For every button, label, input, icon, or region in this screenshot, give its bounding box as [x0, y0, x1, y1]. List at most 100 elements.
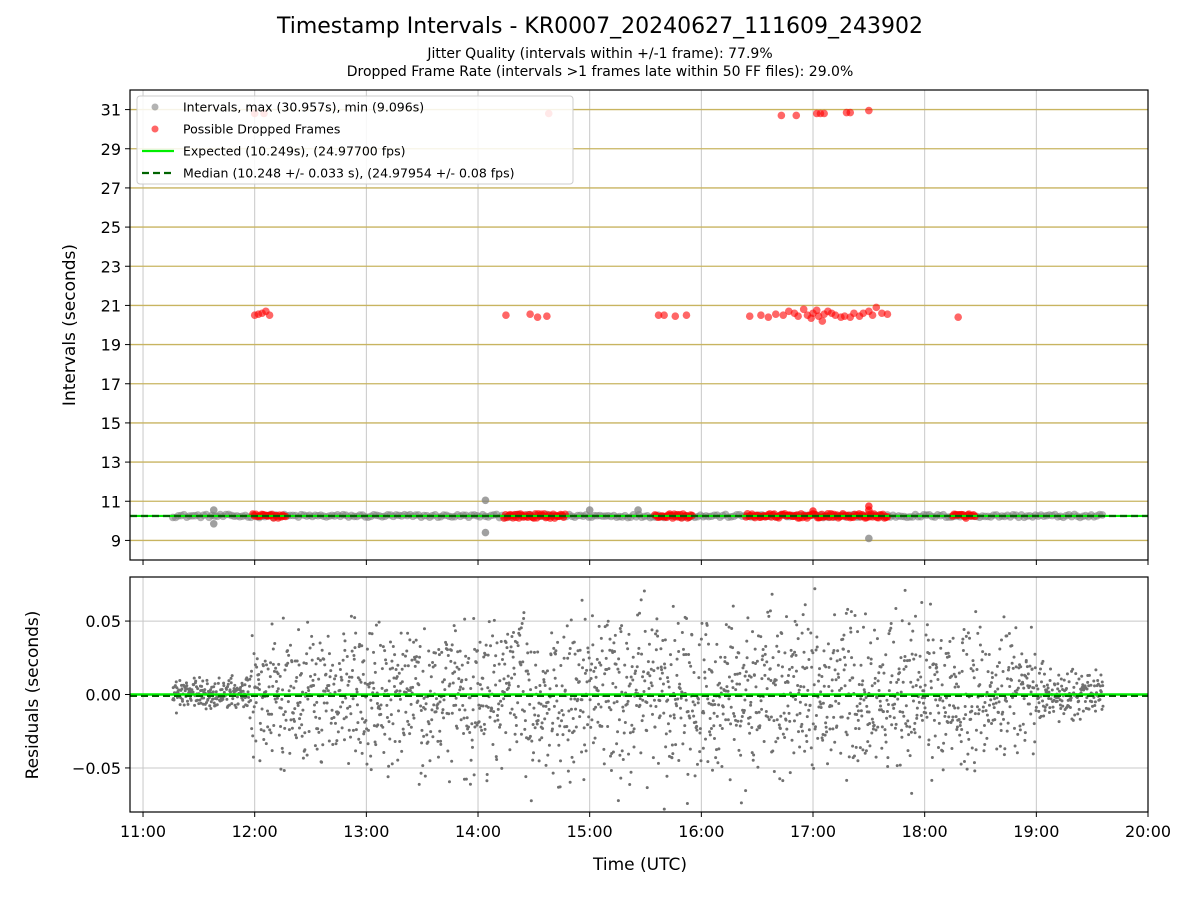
- residual-point: [1025, 676, 1029, 680]
- residual-point: [751, 758, 755, 762]
- legend: Intervals, max (30.957s), min (9.096s)Po…: [136, 95, 574, 185]
- residual-point: [785, 615, 789, 619]
- residual-point: [747, 722, 751, 726]
- residual-point: [560, 684, 564, 688]
- residual-point: [191, 690, 195, 694]
- residual-point: [815, 645, 819, 649]
- residual-point: [749, 675, 753, 679]
- residual-point: [550, 727, 554, 731]
- residual-point: [971, 659, 975, 663]
- residual-point: [869, 662, 873, 666]
- residual-point: [950, 674, 954, 678]
- residual-point: [386, 775, 390, 779]
- residual-point: [583, 671, 587, 675]
- residual-point: [516, 644, 520, 648]
- residual-point: [909, 680, 913, 684]
- residual-point: [476, 682, 480, 686]
- residual-point: [591, 643, 595, 647]
- residual-point: [1012, 726, 1016, 730]
- residual-point: [870, 731, 874, 735]
- residual-point: [222, 681, 226, 685]
- residual-point: [919, 714, 923, 718]
- residual-point: [300, 723, 304, 727]
- residual-point: [934, 698, 938, 702]
- residual-point: [270, 749, 274, 753]
- residual-point: [287, 728, 291, 732]
- residual-point: [563, 688, 567, 692]
- x-tick-label: 11:00: [120, 822, 166, 841]
- residual-point: [467, 656, 471, 660]
- residual-point: [259, 670, 263, 674]
- residual-point: [529, 799, 533, 803]
- residual-point: [306, 620, 310, 624]
- residual-point: [675, 673, 679, 677]
- residual-point: [387, 764, 391, 768]
- residual-point: [413, 664, 417, 668]
- residual-point: [499, 699, 503, 703]
- residual-point: [923, 706, 927, 710]
- residual-point: [994, 673, 998, 677]
- residual-point: [1039, 680, 1043, 684]
- residual-point: [944, 711, 948, 715]
- residual-point: [742, 708, 746, 712]
- residual-point: [303, 748, 307, 752]
- residual-point: [414, 638, 418, 642]
- residual-point: [955, 682, 959, 686]
- residual-point: [796, 684, 800, 688]
- legend-box: [136, 95, 574, 185]
- interval-outlier-point: [865, 534, 873, 543]
- residual-point: [1025, 665, 1029, 669]
- residual-point: [912, 727, 916, 731]
- residual-point: [652, 669, 656, 673]
- residual-point: [506, 686, 510, 690]
- residual-point: [562, 635, 566, 639]
- residual-point: [498, 723, 502, 727]
- residual-point: [748, 731, 752, 735]
- residual-point: [281, 688, 285, 692]
- residual-point: [478, 683, 482, 687]
- residual-point: [752, 753, 756, 757]
- residual-point: [490, 707, 494, 711]
- residual-point: [204, 701, 208, 705]
- residual-point: [1058, 703, 1062, 707]
- residual-point: [274, 700, 278, 704]
- residual-point: [819, 690, 823, 694]
- residual-point: [570, 755, 574, 759]
- residual-point: [1036, 696, 1040, 700]
- residual-point: [447, 712, 451, 716]
- residual-point: [342, 738, 346, 742]
- residual-point: [734, 718, 738, 722]
- residual-point: [875, 696, 879, 700]
- residual-point: [383, 732, 387, 736]
- residual-point: [320, 760, 324, 764]
- residual-point: [567, 652, 571, 656]
- residual-point: [260, 707, 264, 711]
- residual-point: [658, 677, 662, 681]
- residual-point: [1014, 665, 1018, 669]
- residual-point: [760, 707, 764, 711]
- residual-point: [1011, 666, 1015, 670]
- residual-point: [526, 672, 530, 676]
- residual-point: [780, 665, 784, 669]
- residual-point: [621, 705, 625, 709]
- residual-point: [822, 684, 826, 688]
- residual-point: [962, 759, 966, 763]
- residual-point: [878, 699, 882, 703]
- residual-point: [802, 685, 806, 689]
- residual-point: [923, 696, 927, 700]
- residual-point: [382, 750, 386, 754]
- dropped-frame-point: [954, 313, 962, 321]
- residual-point: [1045, 688, 1049, 692]
- residual-point: [962, 628, 966, 632]
- residual-point: [515, 740, 519, 744]
- residual-point: [856, 630, 860, 634]
- residual-point: [1018, 724, 1022, 728]
- residual-point: [859, 697, 863, 701]
- residual-point: [559, 759, 563, 763]
- residual-point: [778, 726, 782, 730]
- residual-point: [682, 653, 686, 657]
- residual-point: [654, 704, 658, 708]
- residual-point: [648, 674, 652, 678]
- residual-point: [393, 739, 397, 743]
- residual-point: [235, 695, 239, 699]
